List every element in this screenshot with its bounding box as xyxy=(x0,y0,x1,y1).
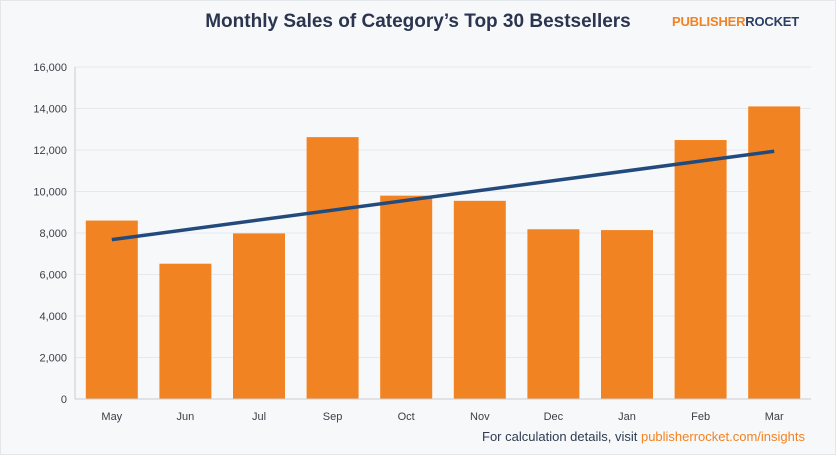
y-tick-label: 0 xyxy=(61,394,67,406)
x-tick-label: Oct xyxy=(398,411,415,423)
footer-note: For calculation details, visit publisher… xyxy=(482,429,805,444)
bar-jan xyxy=(601,230,653,399)
trendline xyxy=(111,149,775,242)
x-tick-label: Feb xyxy=(691,411,710,423)
chart-title: Monthly Sales of Category’s Top 30 Bests… xyxy=(205,11,631,32)
x-tick-label: Sep xyxy=(323,411,343,423)
bar-oct xyxy=(380,195,433,399)
bar-feb xyxy=(674,140,727,400)
x-tick-label: Mar xyxy=(765,411,784,423)
bar-jun xyxy=(159,263,212,399)
bar-may xyxy=(85,220,138,399)
x-tick-label: Nov xyxy=(470,411,490,423)
x-tick-label: Jun xyxy=(177,411,195,423)
x-tick-label: Jan xyxy=(618,411,636,423)
y-tick-label: 6,000 xyxy=(39,270,67,282)
brand-logo-part1: PUBLISHER xyxy=(671,14,746,29)
y-tick-label: 12,000 xyxy=(33,145,67,157)
y-tick-label: 4,000 xyxy=(39,311,67,323)
y-tick-label: 8,000 xyxy=(39,228,67,240)
bars xyxy=(85,106,801,400)
bar-dec xyxy=(527,229,580,399)
trendline-group xyxy=(111,149,775,242)
y-tick-label: 2,000 xyxy=(39,353,67,365)
brand-logo-part2: ROCKET xyxy=(745,14,799,29)
x-tick-label: Jul xyxy=(252,411,266,423)
axes: 0 2,000 4,000 6,000 8,000 10,000 12,000 14,000 1… xyxy=(33,62,811,423)
x-tick-label: Dec xyxy=(544,411,564,423)
y-tick-label: 14,000 xyxy=(33,104,67,116)
y-tick-label: 16,000 xyxy=(33,62,67,74)
bar-sep xyxy=(306,137,359,399)
brand-logo: PUBLISHERROCKET xyxy=(672,14,799,29)
bar-nov xyxy=(453,200,506,399)
bar-mar xyxy=(748,106,801,400)
y-tick-label: 10,000 xyxy=(33,187,67,199)
x-tick-label: May xyxy=(101,411,122,423)
footer-link[interactable]: publisherrocket.com/insights xyxy=(640,429,805,444)
bar-jul xyxy=(233,233,285,399)
footer-text: For calculation details, visit xyxy=(482,429,641,444)
